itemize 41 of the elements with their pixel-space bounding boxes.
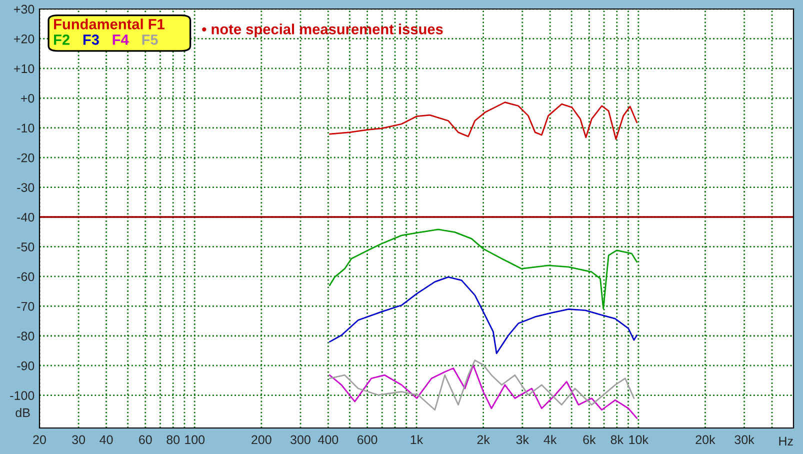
x-tick-label: 300 (290, 435, 310, 444)
y-tick-label: +0 (21, 94, 34, 103)
y-tick-label: -60 (17, 272, 34, 282)
y-tick-label: +20 (14, 34, 34, 44)
x-tick-label: 40 (100, 435, 113, 444)
x-tick-label: 4k (544, 434, 557, 444)
text: F4 (112, 34, 129, 45)
y-tick-label: -70 (17, 302, 34, 311)
text: F5 (142, 34, 158, 45)
x-tick-label: 30k (734, 434, 754, 444)
y-tick-label: -10 (17, 124, 34, 133)
x-tick-label: 600 (357, 435, 378, 444)
x-tick-label: 3k (516, 434, 529, 444)
x-tick-label: 10k (629, 434, 648, 444)
x-tick-label: 400 (318, 435, 338, 444)
x-tick-label: 6k (583, 434, 596, 444)
annotation: • note special measurement issues (202, 24, 443, 38)
y-tick-label: -30 (17, 183, 34, 192)
x-tick-label: 100 (185, 435, 205, 444)
text: F2 (54, 34, 70, 45)
x-tick-label: 20 (33, 435, 46, 444)
y-tick-label: -50 (17, 242, 34, 252)
y-tick-label: -100 (10, 391, 34, 400)
y-axis-title: dB (16, 408, 30, 418)
y-tick-label: -40 (17, 212, 34, 222)
y-tick-label: +30 (14, 4, 34, 14)
y-tick-label: -90 (17, 361, 34, 370)
x-tick-label: 1k (410, 434, 424, 444)
text: Fundamental F1 (54, 18, 164, 30)
x-tick-label: 200 (252, 435, 272, 444)
x-tick-label: 30 (72, 435, 86, 444)
x-axis-title: Hz (779, 436, 793, 446)
y-tick-label: -20 (17, 153, 34, 162)
x-tick-label: 60 (139, 435, 152, 444)
x-tick-label: 8k (610, 434, 624, 444)
text: F3 (83, 34, 99, 45)
x-tick-label: 80 (166, 435, 180, 444)
x-tick-label: 20k (696, 434, 716, 444)
y-tick-label: -80 (17, 332, 34, 341)
x-tick-label: 2k (477, 434, 490, 444)
y-tick-label: +10 (14, 64, 34, 74)
